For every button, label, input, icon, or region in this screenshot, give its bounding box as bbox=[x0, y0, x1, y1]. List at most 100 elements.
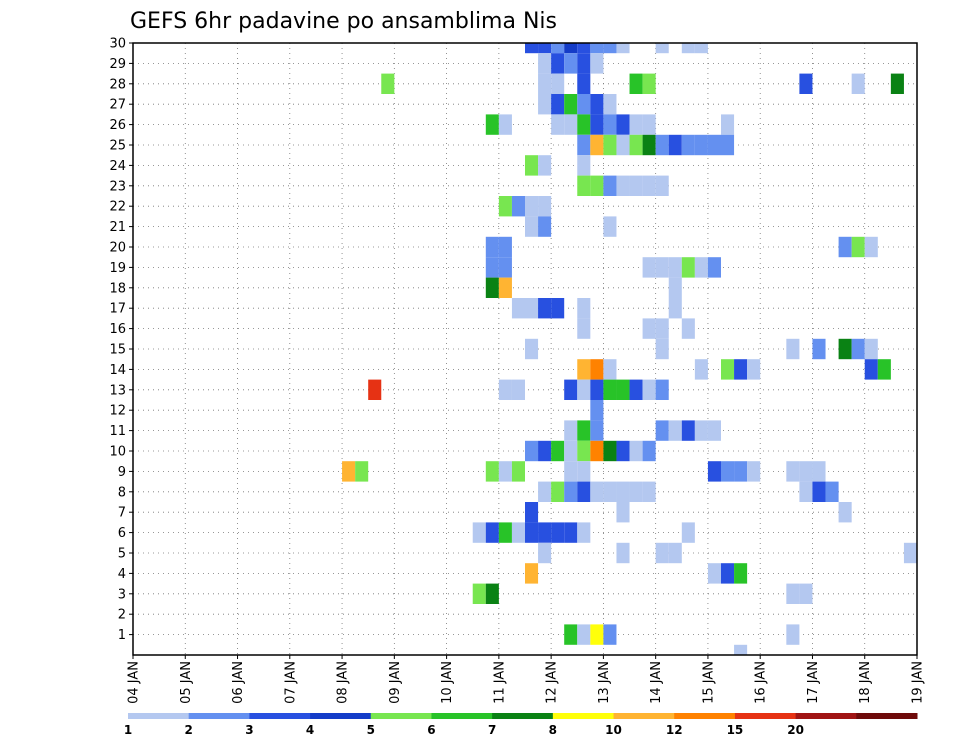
y-tick-label: 3 bbox=[118, 587, 126, 602]
y-tick-label: 23 bbox=[109, 179, 126, 194]
precip-cell bbox=[681, 43, 695, 54]
precip-cell bbox=[577, 298, 591, 319]
precip-cell bbox=[551, 94, 565, 115]
precip-cell bbox=[551, 481, 565, 502]
x-tick-label: 13 JAN bbox=[597, 661, 612, 704]
precip-cell bbox=[590, 94, 604, 115]
precip-cell bbox=[564, 53, 578, 74]
colorbar-swatch bbox=[613, 713, 675, 719]
precip-cell bbox=[485, 257, 499, 278]
y-tick-label: 9 bbox=[118, 465, 126, 480]
precip-cell bbox=[786, 338, 800, 360]
y-tick-label: 24 bbox=[109, 159, 126, 174]
precip-cell bbox=[890, 73, 904, 94]
precip-cell bbox=[694, 134, 708, 156]
precip-cell bbox=[525, 298, 539, 319]
precip-cell bbox=[590, 379, 604, 400]
x-tick-label: 15 JAN bbox=[701, 661, 716, 704]
precip-cell bbox=[642, 114, 656, 135]
precip-cell bbox=[838, 338, 852, 360]
x-tick-label: 12 JAN bbox=[545, 661, 560, 704]
precip-cell bbox=[681, 522, 695, 543]
y-tick-label: 29 bbox=[109, 57, 126, 72]
precip-cell bbox=[525, 216, 539, 237]
precip-cell bbox=[734, 563, 748, 584]
precip-cell bbox=[564, 43, 578, 54]
precip-cell bbox=[577, 43, 591, 54]
precip-cell bbox=[590, 114, 604, 135]
precip-cell bbox=[381, 73, 395, 94]
precip-cell bbox=[629, 440, 643, 462]
precip-cell bbox=[538, 155, 552, 176]
precip-cell bbox=[603, 379, 617, 400]
y-tick-label: 14 bbox=[109, 363, 126, 378]
precip-cell bbox=[616, 114, 630, 135]
precip-cell bbox=[590, 481, 604, 502]
colorbar-swatch bbox=[370, 713, 432, 719]
precip-cell bbox=[747, 359, 761, 380]
x-tick-label: 10 JAN bbox=[440, 661, 455, 704]
precip-cell bbox=[485, 114, 499, 135]
y-tick-label: 4 bbox=[118, 567, 126, 582]
precip-cell bbox=[498, 461, 512, 482]
precip-cell bbox=[616, 502, 630, 523]
precip-cell bbox=[877, 359, 891, 380]
precip-cell bbox=[616, 43, 630, 54]
y-tick-label: 7 bbox=[118, 506, 126, 521]
precip-cell bbox=[485, 583, 499, 604]
precip-cell bbox=[851, 236, 865, 258]
y-tick-label: 8 bbox=[118, 485, 126, 500]
colorbar-label: 8 bbox=[549, 723, 557, 737]
precip-cell bbox=[551, 73, 565, 94]
x-tick-label: 06 JAN bbox=[231, 661, 246, 704]
colorbar-label: 7 bbox=[488, 723, 496, 737]
precip-cell bbox=[498, 114, 512, 135]
precip-cell bbox=[551, 440, 565, 462]
precip-cell bbox=[590, 134, 604, 156]
x-tick-label: 09 JAN bbox=[388, 661, 403, 704]
y-tick-label: 6 bbox=[118, 526, 126, 541]
x-tick-label: 17 JAN bbox=[806, 661, 821, 704]
colorbar-label: 15 bbox=[727, 723, 744, 737]
precip-cell bbox=[498, 196, 512, 217]
precip-cell bbox=[577, 481, 591, 502]
precip-cell bbox=[616, 542, 630, 564]
precip-cell bbox=[668, 420, 682, 441]
y-tick-label: 16 bbox=[109, 322, 126, 337]
precip-cell bbox=[721, 461, 735, 482]
precip-cell bbox=[551, 114, 565, 135]
precip-cell bbox=[629, 175, 643, 196]
precip-cell bbox=[681, 420, 695, 441]
y-tick-label: 27 bbox=[109, 98, 126, 113]
precip-cell bbox=[603, 175, 617, 196]
precip-cell bbox=[799, 461, 813, 482]
precip-cell bbox=[629, 114, 643, 135]
precipitation-cells bbox=[342, 43, 917, 655]
y-tick-label: 25 bbox=[109, 139, 126, 154]
precip-cell bbox=[525, 502, 539, 523]
precip-cell bbox=[903, 542, 917, 564]
precip-cell bbox=[577, 94, 591, 115]
precip-cell bbox=[538, 196, 552, 217]
x-tick-label: 08 JAN bbox=[336, 661, 351, 704]
y-tick-label: 20 bbox=[109, 241, 126, 256]
colorbar-label: 10 bbox=[605, 723, 622, 737]
precip-cell bbox=[851, 73, 865, 94]
precip-cell bbox=[538, 440, 552, 462]
precip-cell bbox=[642, 379, 656, 400]
precip-cell bbox=[681, 318, 695, 339]
precip-cell bbox=[485, 277, 499, 298]
precip-cell bbox=[707, 257, 721, 278]
y-axis-ticks: 1234567891011121314151617181920212223242… bbox=[109, 37, 133, 643]
precip-cell bbox=[642, 318, 656, 339]
precip-cell bbox=[603, 216, 617, 237]
precip-cell bbox=[655, 542, 669, 564]
colorbar-swatch bbox=[734, 713, 797, 719]
colorbar-swatch bbox=[188, 713, 250, 719]
precip-cell bbox=[864, 359, 878, 380]
y-tick-label: 21 bbox=[109, 220, 126, 235]
y-tick-label: 26 bbox=[109, 118, 126, 133]
precip-cell bbox=[747, 461, 761, 482]
precip-cell bbox=[799, 583, 813, 604]
